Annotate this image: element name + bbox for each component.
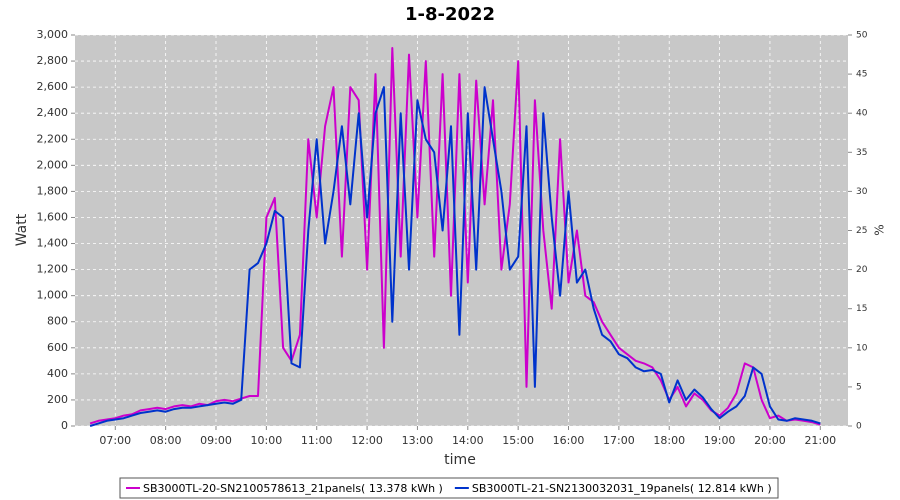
y-tick-label: 2,000 — [37, 158, 69, 171]
x-axis-label: time — [444, 452, 476, 468]
y-tick-label: 1,200 — [37, 263, 69, 276]
x-tick-label: 20:00 — [754, 434, 786, 447]
y-tick-label: 1,600 — [37, 210, 69, 223]
y-tick-label: 3,000 — [37, 28, 69, 41]
y-tick-label: 600 — [47, 341, 68, 354]
x-tick-label: 09:00 — [200, 434, 232, 447]
y2-tick-label: 20 — [856, 265, 868, 275]
y-axis-label: Watt — [14, 213, 30, 246]
x-tick-label: 10:00 — [251, 434, 283, 447]
y2-tick-label: 45 — [856, 70, 867, 80]
y-tick-label: 1,000 — [37, 289, 69, 302]
y-tick-label: 200 — [47, 393, 68, 406]
y2-tick-label: 5 — [856, 382, 862, 392]
y2-tick-label: 30 — [856, 187, 868, 197]
y-tick-label: 400 — [47, 367, 68, 380]
y-tick-label: 1,400 — [37, 237, 69, 250]
series-line — [89, 86, 821, 427]
x-tick-label: 18:00 — [653, 434, 685, 447]
y2-tick-label: 25 — [856, 226, 867, 236]
legend-label: SB3000TL-20-SN2100578613_21panels( 13.37… — [143, 482, 443, 495]
legend — [119, 477, 779, 499]
y-tick-label: 800 — [47, 315, 68, 328]
x-tick-label: 21:00 — [804, 434, 836, 447]
y2-tick-label: 50 — [856, 31, 868, 41]
y-tick-label: 2,200 — [37, 132, 69, 145]
y2-tick-label: 40 — [856, 109, 868, 119]
y2-tick-label: 15 — [856, 304, 867, 314]
x-tick-label: 08:00 — [150, 434, 182, 447]
legend-label: SB3000TL-21-SN2130032031_19panels( 12.81… — [472, 482, 772, 495]
y-tick-label: 2,800 — [37, 54, 69, 67]
x-tick-label: 16:00 — [553, 434, 585, 447]
y2-tick-label: 35 — [856, 148, 867, 158]
y-tick-label: 2,400 — [37, 106, 69, 119]
x-tick-label: 13:00 — [402, 434, 434, 447]
chart-title: 1-8-2022 — [405, 4, 495, 25]
y-tick-label: 1,800 — [37, 184, 69, 197]
x-tick-label: 19:00 — [704, 434, 736, 447]
plot-area — [75, 35, 848, 426]
y2-axis-label: % — [873, 224, 887, 235]
x-tick-label: 12:00 — [351, 434, 383, 447]
x-tick-label: 15:00 — [502, 434, 534, 447]
x-tick-label: 11:00 — [301, 434, 333, 447]
y2-tick-label: 10 — [856, 343, 868, 353]
y-tick-label: 2,600 — [37, 80, 69, 93]
y2-tick-label: 0 — [856, 422, 862, 432]
y-tick-label: 0 — [61, 419, 68, 432]
x-tick-label: 17:00 — [603, 434, 635, 447]
series-line — [89, 47, 821, 426]
x-tick-label: 07:00 — [99, 434, 131, 447]
x-tick-label: 14:00 — [452, 434, 484, 447]
